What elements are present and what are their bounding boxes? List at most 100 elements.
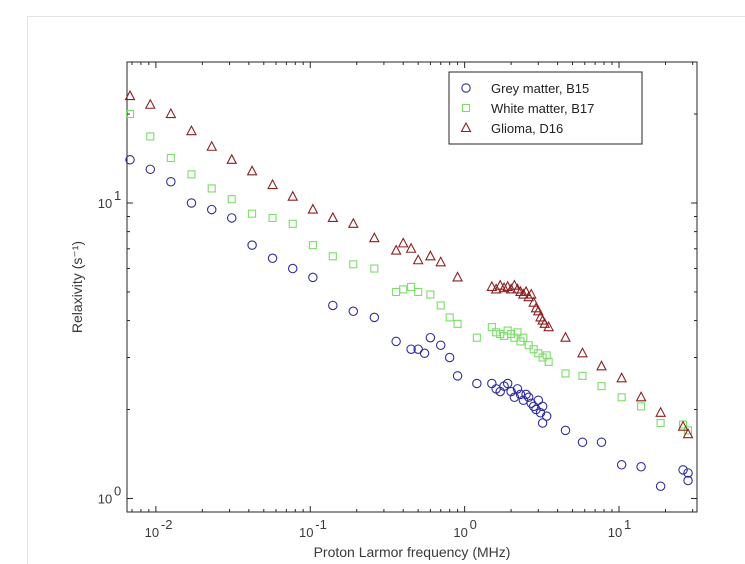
data-point: [370, 264, 379, 273]
data-point: [616, 460, 627, 470]
data-point: [577, 347, 588, 358]
data-point: [392, 287, 401, 296]
data-point: [560, 425, 571, 436]
data-point: [596, 360, 607, 371]
data-point: [125, 109, 135, 119]
data-point: [226, 213, 237, 223]
data-point: [426, 290, 435, 299]
data-point: [397, 237, 409, 248]
series-circle: [125, 155, 693, 491]
x-tick-label: 10: [299, 525, 313, 540]
data-point: [533, 395, 544, 405]
legend-marker: [461, 83, 471, 93]
data-point: [655, 406, 667, 417]
data-point: [560, 331, 571, 342]
y-tick-exponent: 0: [114, 483, 121, 498]
legend-marker: [461, 103, 471, 113]
x-tick-exponent: 1: [624, 517, 631, 532]
y-tick-label: 10: [98, 196, 112, 211]
data-point: [369, 312, 380, 323]
data-point: [435, 256, 447, 267]
data-point: [124, 89, 136, 101]
data-point: [435, 340, 446, 351]
data-point: [165, 107, 177, 119]
data-point: [539, 317, 551, 328]
data-point: [637, 402, 646, 411]
data-point: [472, 378, 482, 389]
data-point: [677, 420, 689, 431]
data-point: [267, 178, 278, 190]
data-point: [519, 333, 528, 342]
data-point: [544, 357, 553, 366]
data-point: [414, 287, 423, 296]
data-point: [494, 279, 506, 290]
data-point: [678, 465, 688, 475]
data-point: [391, 336, 401, 347]
data-point: [206, 204, 217, 215]
data-point: [453, 319, 462, 328]
x-tick-exponent: 0: [470, 517, 477, 532]
legend-label: Glioma, D16: [491, 121, 563, 136]
data-point: [328, 252, 337, 261]
data-point: [655, 481, 666, 491]
y-axis-label: Relaxivity (s⁻¹): [69, 241, 85, 333]
axes-box: [126, 61, 698, 513]
data-point: [399, 285, 408, 294]
data-point: [538, 353, 547, 362]
data-point: [578, 371, 587, 380]
data-point: [287, 190, 299, 201]
x-tick-label: 10: [608, 525, 622, 540]
data-point: [656, 418, 665, 428]
legend-label: White matter, B17: [491, 101, 594, 116]
data-point: [683, 468, 693, 478]
data-point: [349, 260, 358, 269]
data-point: [267, 253, 278, 264]
data-point: [436, 301, 445, 310]
data-point: [445, 313, 454, 322]
data-point: [532, 305, 544, 316]
series-square: [125, 109, 693, 435]
data-point: [327, 211, 339, 222]
x-tick-exponent: -1: [315, 517, 327, 532]
data-point: [528, 401, 539, 412]
x-tick-label: 10: [145, 525, 159, 540]
data-point: [186, 198, 197, 208]
data-point: [444, 352, 455, 363]
data-point: [487, 323, 496, 332]
data-point: [577, 437, 588, 447]
data-point: [348, 306, 359, 317]
data-point: [307, 203, 319, 214]
data-point: [523, 392, 534, 403]
data-point: [347, 217, 359, 228]
data-point: [308, 272, 318, 283]
data-point: [513, 328, 522, 337]
series-triangle: [124, 89, 694, 439]
legend-box: [448, 71, 643, 145]
data-point: [486, 280, 498, 291]
data-point: [187, 170, 196, 179]
data-point: [407, 282, 416, 291]
data-point: [521, 389, 531, 400]
data-point: [528, 296, 540, 307]
data-point: [226, 153, 238, 164]
x-tick-exponent: -2: [161, 517, 173, 532]
data-point: [166, 153, 175, 163]
x-tick-label: 10: [453, 525, 467, 540]
data-point: [561, 369, 570, 378]
data-point: [405, 242, 417, 253]
data-point: [597, 382, 606, 391]
data-point: [406, 344, 416, 354]
data-point: [517, 288, 529, 299]
legend-marker: [460, 121, 472, 133]
data-point: [207, 184, 216, 193]
data-point: [512, 384, 523, 394]
data-point: [487, 378, 497, 389]
data-point: [635, 391, 647, 402]
y-tick-exponent: 1: [114, 188, 121, 203]
data-point: [145, 164, 156, 175]
data-point: [616, 372, 628, 383]
legend-label: Grey matter, B15: [491, 81, 589, 96]
